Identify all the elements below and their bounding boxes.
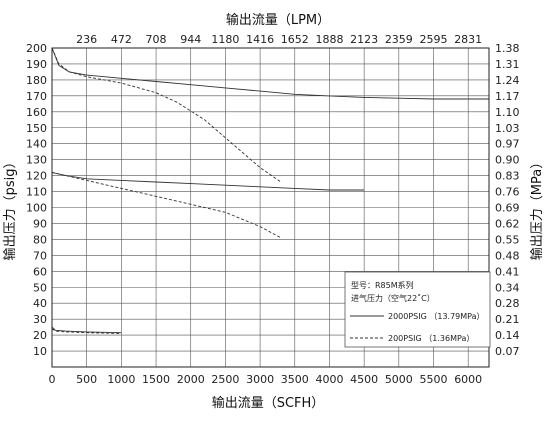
y-tick-label-right: 0.07 (495, 345, 520, 358)
y-tick-label-left: 10 (33, 345, 47, 358)
y-tick-label-left: 80 (33, 233, 47, 246)
y-tick-label-right: 1.10 (495, 106, 520, 119)
legend-entry-solid: 2000PSIG （13.79MPa） (388, 312, 485, 321)
x-tick-label-top: 944 (180, 33, 201, 46)
y-tick-label-right: 0.55 (495, 233, 520, 246)
x-tick-label-bottom: 0 (49, 373, 56, 386)
plot-frame (51, 47, 490, 368)
x-tick-label-bottom: 4500 (350, 373, 378, 386)
x-tick-label-bottom: 3500 (281, 373, 309, 386)
series-line-solid (51, 171, 365, 191)
y-tick-label-right: 1.24 (495, 74, 520, 87)
x-tick-label-bottom: 5500 (420, 373, 448, 386)
x-tick-label-bottom: 5000 (385, 373, 413, 386)
series-line-solid (51, 47, 489, 100)
y-tick-label-left: 50 (33, 281, 47, 294)
y-tick-label-right: 1.38 (495, 42, 520, 55)
y-tick-label-left: 180 (26, 74, 47, 87)
y-tick-label-left: 30 (33, 313, 47, 326)
y-tick-label-right: 0.62 (495, 217, 520, 230)
y-tick-label-left: 150 (26, 122, 47, 135)
x-tick-label-bottom: 1000 (107, 373, 135, 386)
y-tick-label-left: 40 (33, 297, 47, 310)
x-tick-label-bottom: 3000 (246, 373, 274, 386)
y-tick-label-left: 110 (26, 186, 47, 199)
x-tick-label-bottom: 2000 (177, 373, 205, 386)
y-tick-label-right: 0.41 (495, 265, 520, 278)
x-tick-label-top: 2595 (420, 33, 448, 46)
y-tick-label-right: 0.28 (495, 297, 520, 310)
y-tick-label-left: 160 (26, 106, 47, 119)
y-tick-label-right: 1.03 (495, 122, 520, 135)
x-tick-label-bottom: 500 (76, 373, 97, 386)
y-tick-label-right: 0.34 (495, 281, 520, 294)
y-tick-label-left: 200 (26, 42, 47, 55)
series-group (51, 47, 489, 334)
series-line-dashed (51, 171, 282, 239)
y-tick-label-right: 1.17 (495, 90, 520, 103)
series-line-solid (51, 326, 122, 334)
y-tick-label-left: 190 (26, 58, 47, 71)
y-tick-label-right: 0.90 (495, 154, 520, 167)
y-tick-label-right: 0.76 (495, 186, 520, 199)
y-tick-label-left: 140 (26, 138, 47, 151)
x-tick-label-top: 2123 (350, 33, 378, 46)
legend-entry-dashed: 200PSIG （1.36MPa） (388, 334, 474, 343)
x-tick-label-bottom: 2500 (211, 373, 239, 386)
x-tick-label-top: 236 (76, 33, 97, 46)
x-tick-label-top: 1180 (211, 33, 239, 46)
x-axis-title-bottom: 输出流量（SCFH） (212, 395, 325, 411)
x-axis-title-top: 输出流量（LPM） (226, 12, 330, 28)
y-axis-title-right: 输出压力（MPa） (529, 156, 545, 260)
y-tick-label-left: 20 (33, 329, 47, 342)
y-tick-label-left: 130 (26, 154, 47, 167)
y-tick-label-right: 0.83 (495, 170, 520, 183)
legend-inlet: 进气压力（空气22˚C） (351, 293, 435, 303)
x-tick-label-bottom: 4000 (315, 373, 343, 386)
y-tick-label-left: 120 (26, 170, 47, 183)
y-tick-label-right: 0.69 (495, 202, 520, 215)
legend-model: 型号：R85M系列 (351, 280, 414, 290)
x-tick-label-top: 708 (146, 33, 167, 46)
x-tick-label-bottom: 1500 (142, 373, 170, 386)
y-tick-label-left: 100 (26, 202, 47, 215)
y-tick-label-right: 1.31 (495, 58, 520, 71)
x-tick-label-top: 2359 (385, 33, 413, 46)
x-tick-label-top: 1652 (281, 33, 309, 46)
legend: 型号：R85M系列 进气压力（空气22˚C） 2000PSIG （13.79MP… (344, 271, 491, 348)
x-tick-label-bottom: 6000 (454, 373, 482, 386)
y-tick-label-right: 0.14 (495, 329, 520, 342)
legend-box (344, 271, 491, 348)
tick-labels: 0 500 1000 1500 2000 2500 3000 3500 4000 4500 5000… (26, 33, 520, 386)
y-tick-label-right: 0.21 (495, 313, 520, 326)
series-line-dashed (51, 47, 282, 183)
x-tick-label-top: 2831 (454, 33, 482, 46)
y-tick-label-left: 90 (33, 217, 47, 230)
x-tick-label-top: 472 (111, 33, 132, 46)
y-axis-title-left: 输出压力（psig） (2, 156, 18, 261)
y-tick-label-left: 60 (33, 265, 47, 278)
y-tick-label-left: 70 (33, 249, 47, 262)
y-tick-label-right: 0.97 (495, 138, 520, 151)
y-tick-label-right: 0.48 (495, 249, 520, 262)
x-tick-label-top: 1416 (246, 33, 274, 46)
x-tick-label-top: 1888 (315, 33, 343, 46)
y-tick-label-left: 170 (26, 90, 47, 103)
series-line-dashed (51, 328, 122, 334)
